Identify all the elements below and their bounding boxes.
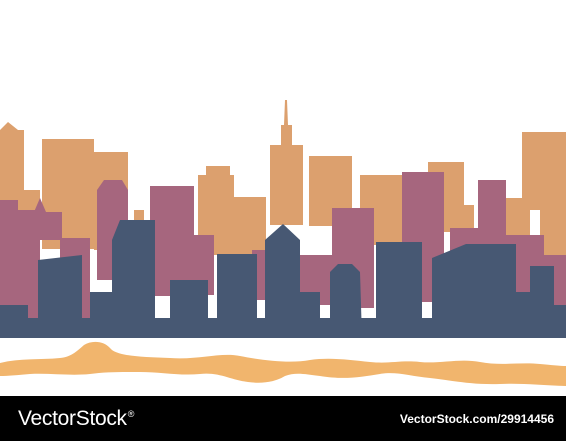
- front-base: [0, 318, 566, 338]
- front-building: [112, 220, 155, 338]
- brand-name: VectorStock: [18, 406, 127, 430]
- back-building: [0, 122, 40, 215]
- vectorstock-logo: VectorStock®: [18, 407, 134, 431]
- front-building: [265, 224, 300, 338]
- back-building: [522, 132, 566, 255]
- back-building: [206, 166, 230, 178]
- back-building: [234, 197, 266, 257]
- river-reflection: [0, 341, 566, 386]
- front-skyline-layer: [0, 220, 566, 338]
- registered-mark: ®: [127, 408, 135, 419]
- watermark-footer: VectorStock® VectorStock.com/29914456: [0, 396, 566, 441]
- front-building: [38, 255, 82, 338]
- back-building: [134, 210, 144, 220]
- image-credit: VectorStock.com/29914456: [399, 411, 554, 426]
- front-building: [432, 244, 516, 338]
- middle-building: [34, 198, 62, 240]
- middle-building: [150, 186, 194, 296]
- back-building: [456, 205, 474, 235]
- back-tower: [270, 100, 303, 225]
